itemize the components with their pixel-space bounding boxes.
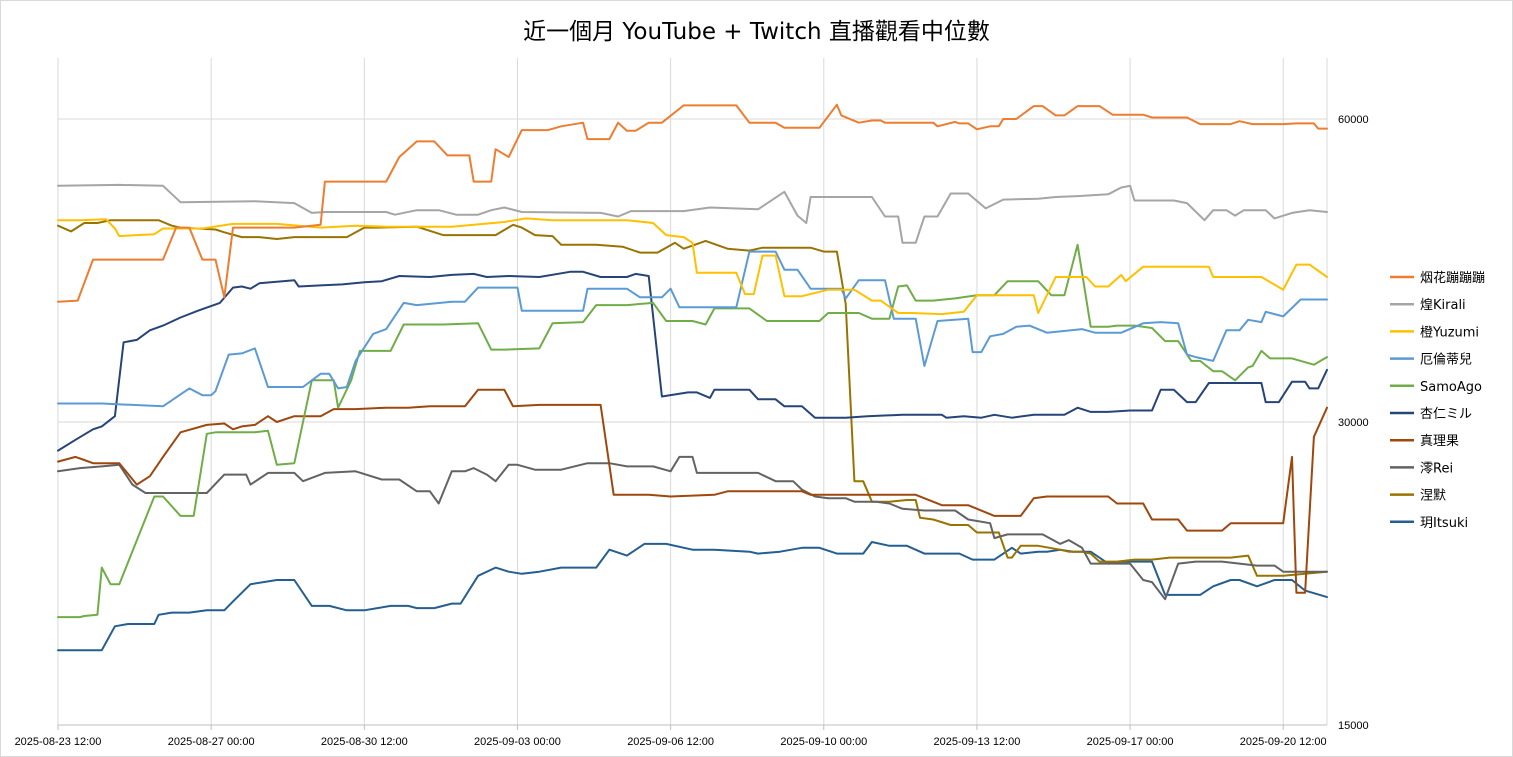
legend-entry-label: 玥Itsuki — [1420, 516, 1468, 531]
y-tick-label: 15000 — [1338, 720, 1369, 732]
legend-entry-label: 杏仁ミル — [1420, 407, 1472, 422]
legend-entry-label: 煌Kirali — [1420, 298, 1466, 313]
series-line — [57, 541, 1328, 652]
series-line — [57, 270, 1328, 452]
legend-entry-label: 涅默 — [1420, 488, 1446, 504]
series-line — [57, 455, 1328, 601]
legend-entry-label: 厄倫蒂兒 — [1420, 353, 1472, 368]
x-tick-label: 2025-09-20 12:00 — [1240, 736, 1327, 748]
axis-labels: 2025-08-23 12:00 2025-08-27 00:00 2025-08-… — [15, 114, 1369, 748]
x-tick-label: 2025-09-10 00:00 — [780, 736, 867, 748]
legend-entry-label: SamoAgo — [1420, 380, 1482, 395]
x-tick-label: 2025-09-13 12:00 — [934, 736, 1021, 748]
x-tick-label: 2025-09-03 00:00 — [474, 736, 561, 748]
x-tick-label: 2025-09-17 00:00 — [1087, 736, 1174, 748]
series-line — [57, 183, 1328, 244]
series-line — [57, 250, 1328, 408]
y-tick-label: 60000 — [1338, 114, 1369, 126]
series-line — [57, 219, 1328, 577]
series-line — [57, 243, 1328, 619]
legend-entry-label: 烟花蹦蹦蹦 — [1420, 270, 1485, 286]
legend-entry-label: 真理果 — [1420, 434, 1459, 449]
gridlines — [57, 58, 1328, 730]
y-tick-label: 30000 — [1338, 417, 1369, 429]
x-tick-label: 2025-08-30 12:00 — [321, 736, 408, 748]
x-tick-label: 2025-08-27 00:00 — [168, 736, 255, 748]
series-line — [57, 388, 1328, 594]
series-lines — [57, 103, 1328, 652]
x-tick-label: 2025-09-06 12:00 — [627, 736, 714, 748]
series-line — [57, 217, 1328, 316]
series-line — [57, 103, 1328, 303]
chart-title: 近一個月 YouTube + Twitch 直播觀看中位數 — [523, 19, 990, 45]
legend-entry-label: 澪Rei — [1420, 461, 1453, 476]
x-tick-label: 2025-08-23 12:00 — [15, 736, 102, 748]
legend-entry-label: 橙Yuzumi — [1420, 325, 1479, 340]
